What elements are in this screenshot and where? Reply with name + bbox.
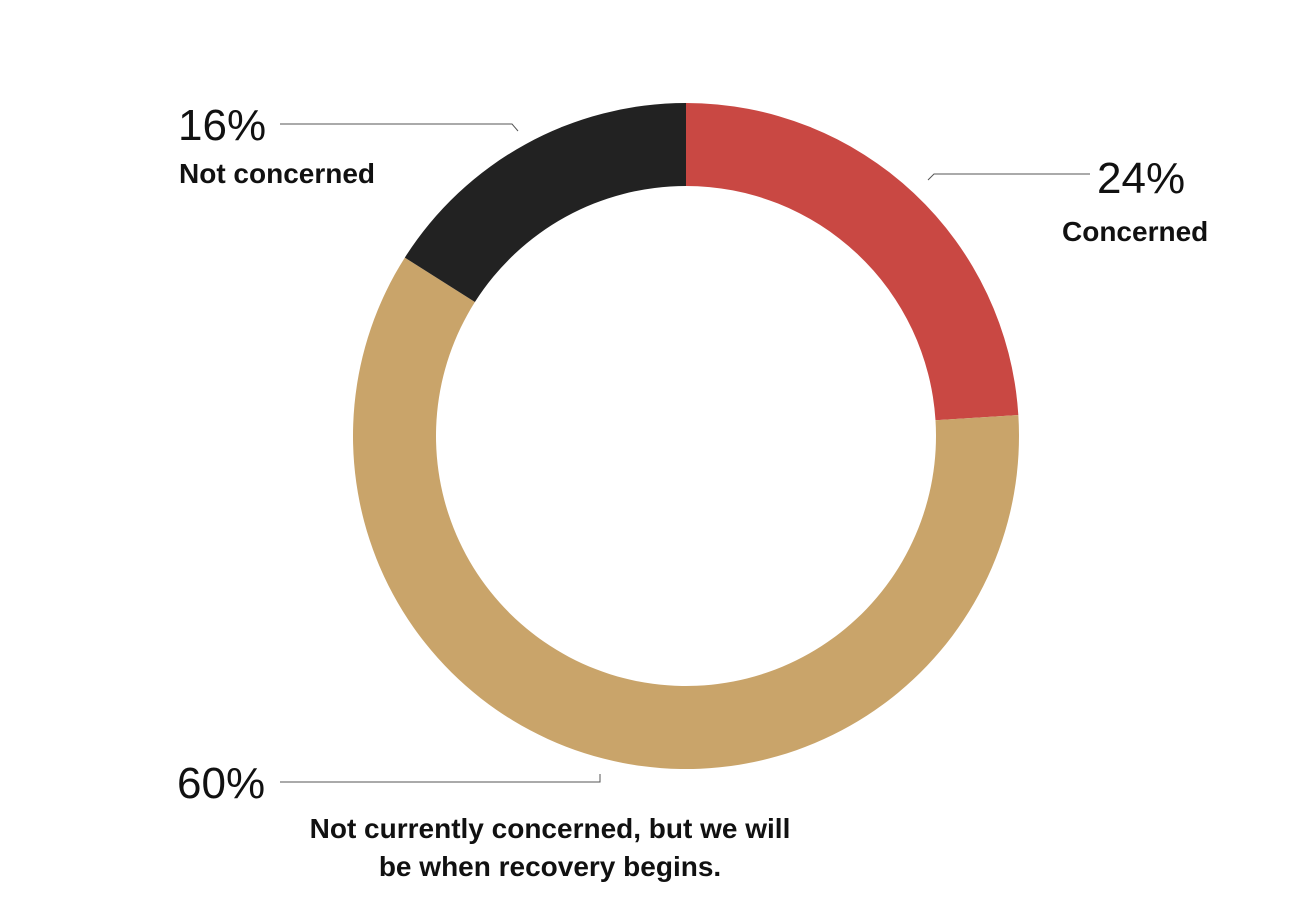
donut-segment — [686, 103, 1019, 421]
value-label: 16% — [178, 101, 267, 150]
category-label: Not currently concerned, but we will be … — [309, 813, 791, 882]
leader-line — [927, 173, 1090, 181]
value-label: 60% — [177, 759, 266, 808]
category-label: Concerned — [1062, 216, 1209, 247]
leader-line — [280, 774, 601, 783]
category-label: Not concerned — [179, 158, 376, 189]
value-label: 24% — [1097, 154, 1186, 203]
donut-segment — [404, 102, 686, 303]
leader-line — [280, 123, 519, 132]
donut-segment — [352, 257, 1019, 769]
